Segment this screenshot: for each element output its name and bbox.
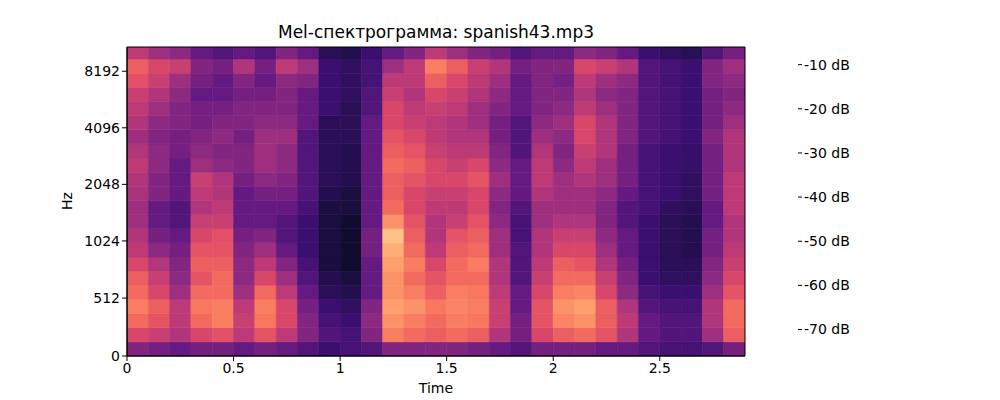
svg-text:-60 dB: -60 dB: [804, 277, 850, 293]
svg-text:-50 dB: -50 dB: [804, 233, 850, 249]
svg-text:-20 dB: -20 dB: [804, 101, 850, 117]
svg-text:4096: 4096: [84, 120, 120, 136]
svg-text:2048: 2048: [84, 176, 120, 192]
svg-text:1.5: 1.5: [436, 360, 458, 376]
svg-text:-70 dB: -70 dB: [804, 321, 850, 337]
svg-text:2: 2: [549, 360, 558, 376]
svg-text:-30 dB: -30 dB: [804, 145, 850, 161]
svg-text:1024: 1024: [84, 233, 120, 249]
svg-text:1: 1: [336, 360, 345, 376]
html-text:Hz: Hz: [59, 192, 75, 210]
svg-text:512: 512: [93, 290, 120, 306]
svg-text:-10 dB: -10 dB: [804, 57, 850, 73]
svg-text:0: 0: [123, 360, 132, 376]
svg-text:8192: 8192: [84, 63, 120, 79]
svg-text:2.5: 2.5: [649, 360, 671, 376]
html-text:Time: Time: [418, 380, 454, 396]
html-text:Mel-спектрограмма: spanish43.m: Mel-спектрограмма: spanish43.mp3: [278, 22, 594, 42]
svg-text:0.5: 0.5: [222, 360, 244, 376]
svg-text:-40 dB: -40 dB: [804, 189, 850, 205]
svg-text:0: 0: [111, 348, 120, 364]
